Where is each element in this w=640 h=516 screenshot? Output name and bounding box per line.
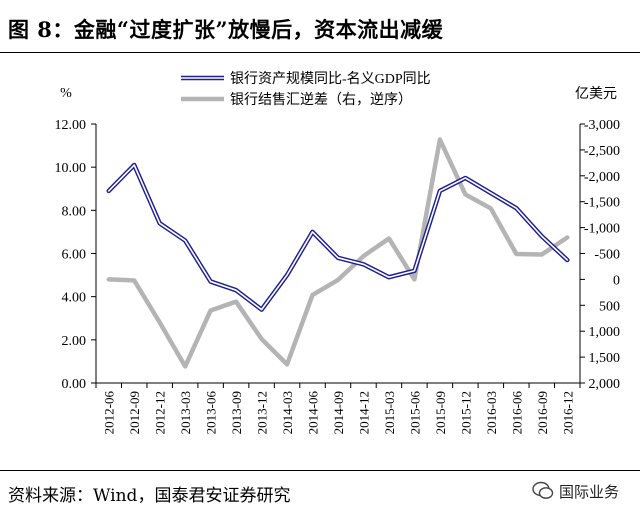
right-tick-label: -2,000 [584,170,620,185]
x-tick-label: 2014-06 [306,391,321,435]
x-tick-label: 2014-12 [356,391,371,434]
right-tick-label: 2,000 [589,377,621,392]
left-tick-label: 12.00 [55,118,87,133]
legend-label-series-2: 银行结售汇逆差（右，逆序） [230,92,412,108]
x-tick-label: 2016-12 [560,391,575,434]
right-axis-unit: 亿美元 [575,86,617,102]
x-tick-label: 2012-09 [127,391,142,434]
watermark-text: 国际业务 [559,482,620,501]
x-tick-label: 2014-03 [280,391,295,434]
x-tick-label: 2012-06 [102,391,117,435]
left-tick-label: 10.00 [55,161,87,176]
x-tick-label: 2015-12 [458,391,473,434]
right-tick-label: -3,000 [584,118,620,133]
x-tick-label: 2013-09 [229,391,244,434]
left-axis-unit: % [60,86,72,101]
source-note: 资料来源：Wind，国泰君安证券研究 [8,486,291,506]
watermark: 国际业务 [532,480,619,502]
right-tick-label: 500 [599,299,620,314]
x-tick-label: 2015-09 [433,391,448,434]
footer-divider [0,470,640,471]
right-tick-label: -1,000 [584,222,620,237]
plot-frame [95,124,581,384]
page-title: 图 8：金融“过度扩张”放慢后，资本流出减缓 [8,17,444,42]
left-tick-label: 4.00 [62,291,87,306]
left-tick-label: 8.00 [62,204,87,219]
chart: 0.00 2.00 4.00 6.00 8.00 10.00 12.00 -3,000 -2,… [55,71,621,435]
right-tick-label: 1,000 [589,325,621,340]
x-tick-label: 2013-12 [255,391,270,434]
legend: 银行资产规模同比-名义GDP同比 银行结售汇逆差（右，逆序） [181,71,431,108]
legend-label-series-1: 银行资产规模同比-名义GDP同比 [230,71,431,87]
series-line-bank-asset-gap [106,162,570,312]
x-tick-label: 2013-03 [178,391,193,434]
series-line-fx-deficit [106,137,570,369]
x-tick-label: 2015-03 [382,391,397,434]
right-axis-ticks: -3,000 -2,500 -2,000 -1,500 -1,000 -500 0 500 1,… [580,118,620,392]
x-axis-ticks: 2012-06 2012-09 2012-12 2013-03 2013-06 2013-… [95,383,581,435]
x-tick-label: 2016-09 [535,391,550,434]
x-tick-label: 2012-12 [153,391,168,434]
x-tick-label: 2013-06 [204,391,219,435]
x-tick-label: 2016-06 [509,391,524,435]
right-tick-label: 1,500 [589,351,621,366]
x-tick-label: 2014-09 [331,391,346,434]
left-tick-label: 6.00 [62,248,87,263]
right-tick-label: 0 [613,273,620,288]
x-tick-label: 2016-03 [484,391,499,434]
chat-bubble-icon [532,481,554,499]
title-divider [0,52,640,53]
x-tick-label: 2015-06 [407,391,422,435]
right-tick-label: -500 [594,248,620,263]
right-tick-label: -2,500 [584,144,620,159]
left-axis-ticks: 0.00 2.00 4.00 6.00 8.00 10.00 12.00 [55,118,96,392]
series-layer [106,137,570,369]
left-tick-label: 0.00 [62,377,87,392]
right-tick-label: -1,500 [584,196,620,211]
left-tick-label: 2.00 [62,334,87,349]
